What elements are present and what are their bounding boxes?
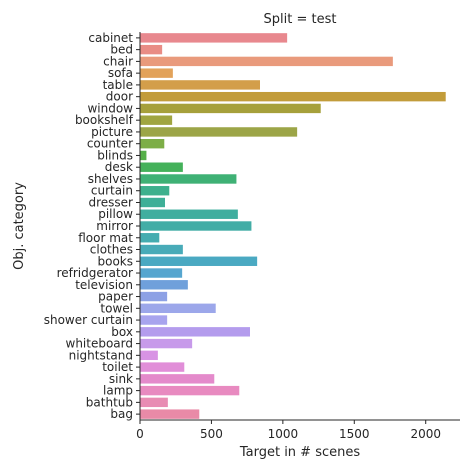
y-tick-label: bookshelf <box>75 113 134 127</box>
y-tick-label: toilet <box>102 360 133 374</box>
y-tick-label: clothes <box>90 243 133 257</box>
y-tick-label: shelves <box>88 172 133 186</box>
bar-bathtub <box>140 397 168 408</box>
y-tick-label: sofa <box>108 66 133 80</box>
bar-toilet <box>140 362 185 372</box>
y-tick-label: chair <box>103 54 133 68</box>
y-tick-label: whiteboard <box>66 337 134 351</box>
bar-cabinet <box>140 33 288 43</box>
y-tick-label: table <box>103 78 133 92</box>
y-tick-label: pillow <box>98 207 133 221</box>
y-tick-label: box <box>111 325 133 339</box>
bar-sofa <box>140 68 173 78</box>
y-tick-label: sink <box>109 372 133 386</box>
bar-curtain <box>140 186 170 196</box>
x-axis-ticks: 0 500 1000 1500 2000 <box>136 420 441 441</box>
y-tick-label: counter <box>87 137 133 151</box>
y-tick-label: picture <box>91 125 133 139</box>
bar-floor-mat <box>140 233 160 243</box>
x-tick-label: 500 <box>200 427 223 441</box>
bar-paper <box>140 291 168 302</box>
bar-chair <box>140 56 393 67</box>
x-tick-label: 0 <box>136 427 144 441</box>
bar-blinds <box>140 150 147 161</box>
y-tick-label: nightstand <box>69 348 133 362</box>
bar-sink <box>140 374 215 384</box>
y-tick-label: shower curtain <box>44 313 133 327</box>
y-tick-label: cabinet <box>88 31 133 45</box>
y-tick-label: bathtub <box>86 395 133 409</box>
y-tick-label: dresser <box>89 195 134 209</box>
x-axis-label: Target in # scenes <box>239 445 361 460</box>
y-tick-label: television <box>75 278 133 292</box>
bar-lamp <box>140 385 240 396</box>
bar-whiteboard <box>140 338 193 349</box>
bar-bookshelf <box>140 115 173 125</box>
bar-window <box>140 103 321 114</box>
y-tick-label: curtain <box>91 184 133 198</box>
y-tick-label: refridgerator <box>57 266 133 280</box>
bar-desk <box>140 162 183 172</box>
y-tick-label: desk <box>105 160 133 174</box>
bar-television <box>140 280 188 290</box>
y-tick-label: towel <box>100 301 133 315</box>
y-tick-label: mirror <box>96 219 133 233</box>
bar-box <box>140 327 250 337</box>
y-tick-label: paper <box>98 290 133 304</box>
bar-shower-curtain <box>140 315 168 325</box>
y-tick-label: lamp <box>103 384 133 398</box>
bar-mirror <box>140 221 252 231</box>
x-tick-label: 2000 <box>410 427 441 441</box>
y-tick-label: books <box>97 254 133 268</box>
y-tick-label: blinds <box>97 148 133 162</box>
bar-towel <box>140 303 216 314</box>
bar-nightstand <box>140 350 158 361</box>
bar-counter <box>140 138 165 149</box>
bar-door <box>140 91 446 102</box>
bar-table <box>140 80 260 90</box>
x-tick-label: 1500 <box>339 427 370 441</box>
y-axis-label: Obj. category <box>12 182 27 270</box>
bar-pillow <box>140 209 238 219</box>
bar-dresser <box>140 197 165 208</box>
x-tick-label: 1000 <box>268 427 299 441</box>
y-tick-label: bag <box>110 407 133 421</box>
y-tick-label: floor mat <box>78 231 133 245</box>
bar-refridgerator <box>140 268 183 278</box>
y-axis-ticks: cabinetbedchairsofatabledoorwindowbooksh… <box>44 31 140 421</box>
y-tick-label: bed <box>110 43 133 57</box>
y-tick-label: door <box>106 90 133 104</box>
bar-bag <box>140 409 200 419</box>
bar-books <box>140 256 258 266</box>
y-tick-label: window <box>87 101 133 115</box>
bar-clothes <box>140 244 183 255</box>
bar-shelves <box>140 174 237 184</box>
bars-group <box>140 33 446 419</box>
chart-title: Split = test <box>264 12 337 27</box>
bar-bed <box>140 44 163 55</box>
bar-picture <box>140 127 298 137</box>
